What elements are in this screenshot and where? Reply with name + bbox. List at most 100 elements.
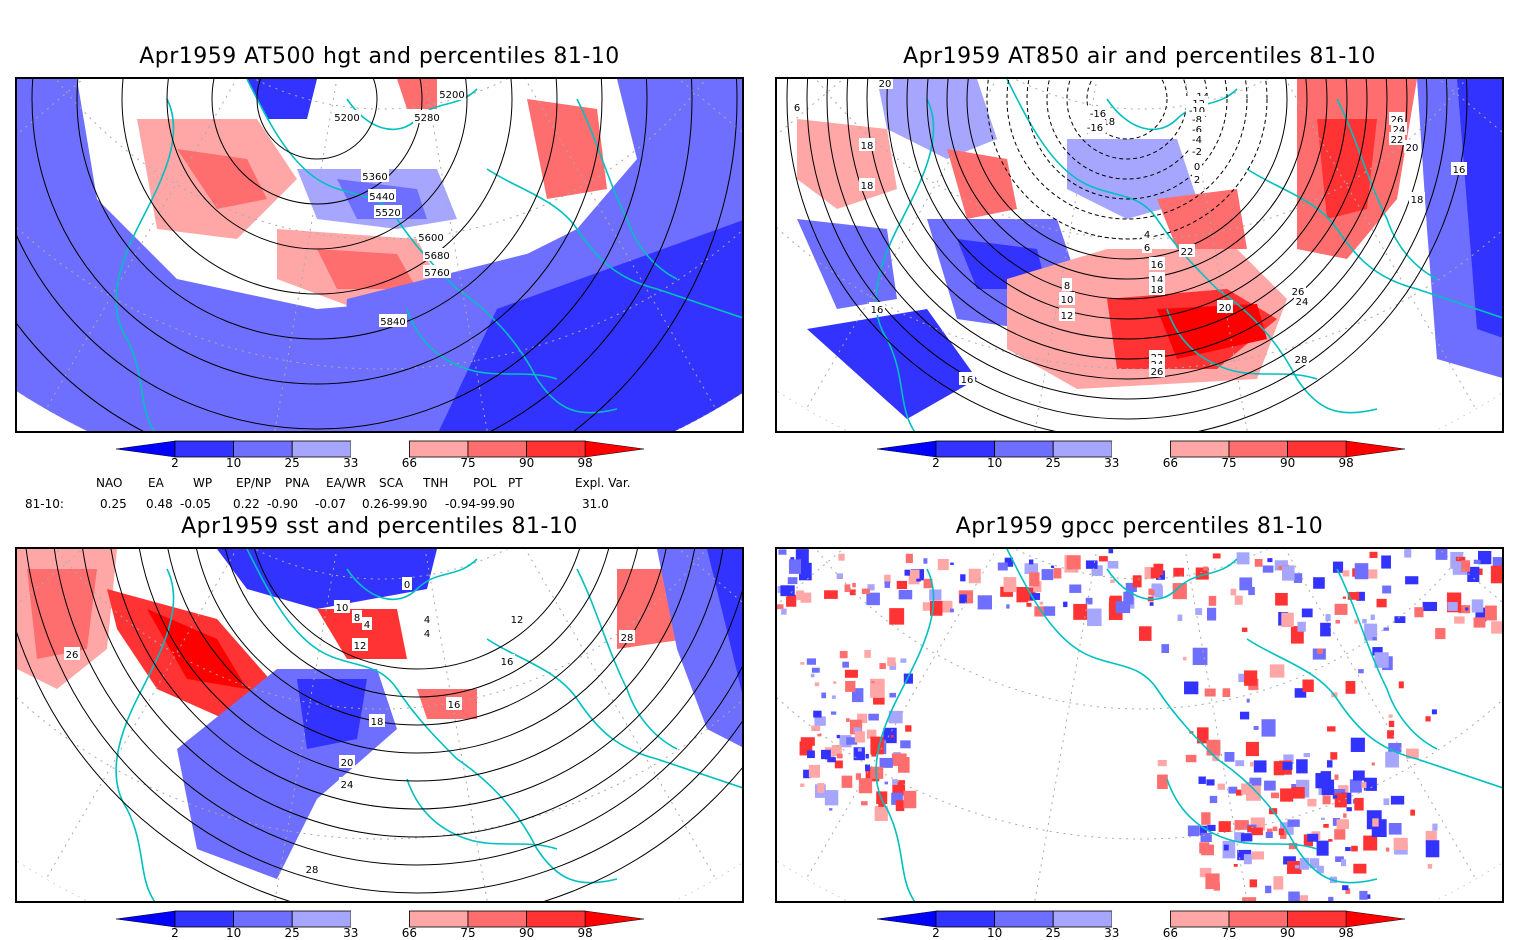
colorbar-swatch [233,910,293,928]
precip-cell [821,692,827,699]
precip-cell [865,769,869,774]
coastline [1006,549,1218,760]
precip-cell [895,800,905,812]
precip-cell [870,678,885,698]
colorbar-swatch [1111,911,1171,927]
index-value: -0.05 [180,497,212,511]
precip-cell [1328,896,1334,901]
colorbar-tick-label: 25 [1045,926,1061,940]
latitude-gridline [17,79,742,370]
contour-line [17,79,648,430]
coastline [246,549,458,760]
colorbar-tick-label: 2 [932,456,940,470]
precip-cell [845,680,856,692]
precip-cell [1352,770,1365,781]
colorbar-swatch [408,910,469,928]
precip-cell [1251,851,1265,860]
contour-label: 28 [621,633,634,644]
precip-cell [883,727,897,744]
precip-cell [867,584,875,591]
colorbar-arrow-low [877,910,937,928]
anomaly-region [247,79,317,119]
coastline [576,568,678,750]
precip-cell [858,778,873,794]
coastline [875,98,935,431]
contour-label: 20 [1219,303,1232,314]
colorbar-tick-label: 10 [225,926,242,940]
contour-label: -16 [1087,123,1103,134]
precip-cell [1234,832,1245,842]
precip-cell [846,718,850,722]
precip-cell [1372,637,1377,641]
contour-label: 6 [794,103,800,114]
precip-cell [1354,619,1358,624]
contour-label: 22 [1181,247,1194,258]
latitude-gridline [777,79,1502,370]
map-panel-gpcc [775,547,1504,903]
precip-cell [1278,565,1283,570]
precip-cell [1195,608,1203,616]
contour-label: 12 [354,641,367,652]
contour-label: 4 [424,629,430,640]
precip-cell [1110,579,1115,583]
contour-line [786,79,1468,431]
precip-cell [800,662,805,665]
contour-line [162,549,672,754]
precip-cell [908,569,920,585]
colorbar-arrow-high [1345,910,1405,928]
precip-cell [1359,890,1368,900]
contour-label: 5200 [334,113,359,124]
contour-line [166,79,468,250]
precip-cell [1382,585,1392,594]
contour-label: 4 [364,620,370,631]
precip-cell [1151,583,1162,590]
precip-cell [1245,741,1259,757]
colorbar-tick-label: 25 [284,456,300,470]
contour-label-bg [1149,282,1165,295]
precip-cell [1024,563,1039,574]
colorbar-tick-label: 98 [1338,456,1354,470]
precip-cell [1265,831,1273,839]
contour-label-bg [877,79,893,89]
precip-cell [873,694,885,705]
precip-cell [1320,771,1332,783]
precip-cell [1342,885,1349,891]
precip-cell [861,588,871,594]
precip-cell [1325,614,1331,621]
precip-cell [860,801,868,806]
contour-label: 20 [879,79,892,90]
precip-cell [814,682,820,687]
coastline [1106,88,1238,131]
contour-label-bg [1179,244,1195,257]
colorbar-tick-label: 25 [284,926,300,940]
contour-line [966,79,1288,260]
precip-cell [871,681,875,684]
colorbar-tick-label: 90 [1279,456,1296,470]
coastline [115,98,175,431]
precip-cell [817,733,822,737]
index-name: PNA [285,476,310,490]
precip-cell [1323,823,1329,828]
precip-cell [1212,553,1221,559]
colorbar-air850: 2 10 25 33 66 75 90 98 [877,440,1405,474]
precip-cell [1123,591,1134,605]
contour-label-bg [1391,122,1407,135]
precip-cell [1332,818,1341,826]
precip-cell [827,757,836,763]
precip-cell [1364,623,1378,641]
contour-label: -6 [1192,125,1202,136]
contour-line [806,79,1448,420]
coastline [456,758,618,884]
precip-cell [959,594,967,604]
precip-cell [787,577,798,585]
precip-cell [813,710,822,718]
precip-cell [814,716,826,726]
anomaly-region [707,549,742,709]
contour-label: 4 [424,615,430,626]
coastline [486,168,742,320]
precip-cell [1198,776,1206,784]
colorbar-tick-label: 75 [460,456,476,470]
precip-cell [1161,644,1170,653]
precip-cell [1345,681,1356,694]
